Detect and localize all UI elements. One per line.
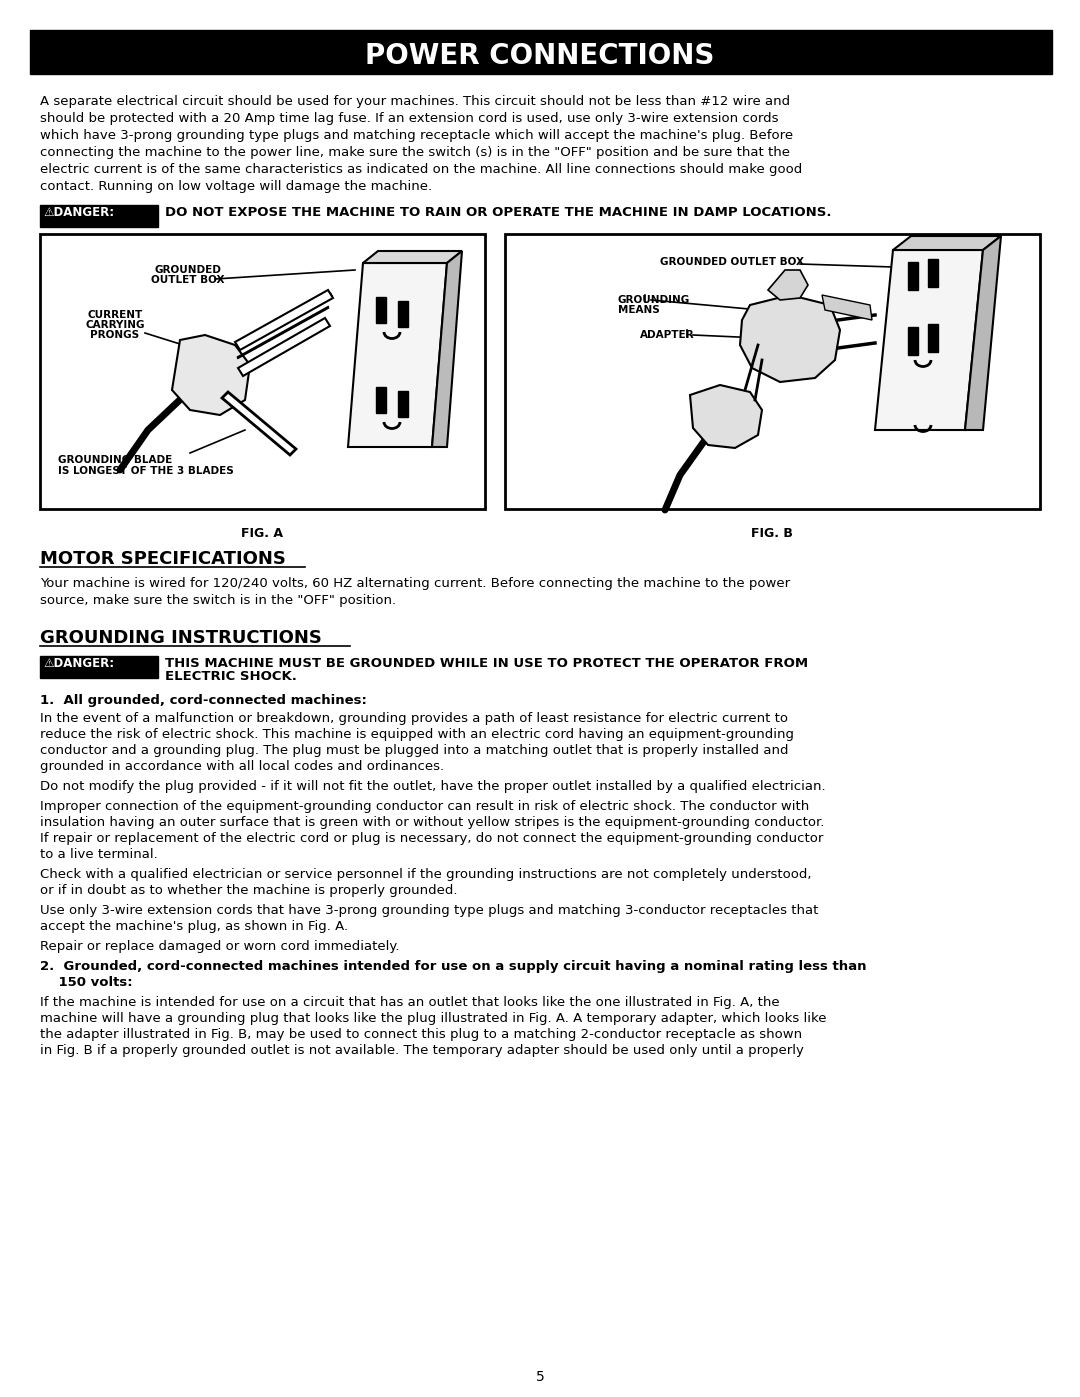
Text: OUTLET BOX: OUTLET BOX <box>151 275 225 285</box>
Text: insulation having an outer surface that is green with or without yellow stripes : insulation having an outer surface that … <box>40 816 824 828</box>
Bar <box>399 300 408 327</box>
Polygon shape <box>966 236 1001 430</box>
Bar <box>40 657 158 678</box>
Polygon shape <box>768 270 808 300</box>
Text: GROUNDING BLADE: GROUNDING BLADE <box>58 455 172 465</box>
Bar <box>908 327 918 355</box>
Bar <box>928 258 939 286</box>
Text: GROUNDED OUTLET BOX: GROUNDED OUTLET BOX <box>660 257 804 267</box>
Text: Check with a qualified electrician or service personnel if the grounding instruc: Check with a qualified electrician or se… <box>40 868 811 882</box>
Text: If the machine is intended for use on a circuit that has an outlet that looks li: If the machine is intended for use on a … <box>40 996 780 1009</box>
Text: 2.  Grounded, cord-connected machines intended for use on a supply circuit havin: 2. Grounded, cord-connected machines int… <box>40 960 866 972</box>
Polygon shape <box>875 250 983 430</box>
Text: THIS MACHINE MUST BE GROUNDED WHILE IN USE TO PROTECT THE OPERATOR FROM: THIS MACHINE MUST BE GROUNDED WHILE IN U… <box>165 657 808 671</box>
Polygon shape <box>348 263 447 447</box>
Text: PRONGS: PRONGS <box>91 330 139 339</box>
Text: 1.  All grounded, cord-connected machines:: 1. All grounded, cord-connected machines… <box>40 694 367 707</box>
Text: which have 3-prong grounding type plugs and matching receptacle which will accep: which have 3-prong grounding type plugs … <box>40 129 793 142</box>
Bar <box>399 391 408 416</box>
Text: grounded in accordance with all local codes and ordinances.: grounded in accordance with all local co… <box>40 760 444 773</box>
Text: DO NOT EXPOSE THE MACHINE TO RAIN OR OPERATE THE MACHINE IN DAMP LOCATIONS.: DO NOT EXPOSE THE MACHINE TO RAIN OR OPE… <box>165 205 832 219</box>
Polygon shape <box>363 251 462 263</box>
Polygon shape <box>238 319 330 376</box>
Bar <box>376 387 386 414</box>
Polygon shape <box>222 393 296 455</box>
Text: should be protected with a 20 Amp time lag fuse. If an extension cord is used, u: should be protected with a 20 Amp time l… <box>40 112 779 124</box>
Text: Do not modify the plug provided - if it will not fit the outlet, have the proper: Do not modify the plug provided - if it … <box>40 780 825 793</box>
Bar <box>928 324 939 352</box>
Text: Your machine is wired for 120/240 volts, 60 HZ alternating current. Before conne: Your machine is wired for 120/240 volts,… <box>40 577 791 590</box>
Text: ADAPTER: ADAPTER <box>640 330 694 339</box>
Text: 150 volts:: 150 volts: <box>40 977 133 989</box>
Polygon shape <box>740 295 840 381</box>
Bar <box>30 29 1052 74</box>
Text: GROUNDING: GROUNDING <box>618 295 690 305</box>
Text: the adapter illustrated in Fig. B, may be used to connect this plug to a matchin: the adapter illustrated in Fig. B, may b… <box>40 1028 802 1041</box>
Text: ⚠DANGER:: ⚠DANGER: <box>43 657 114 671</box>
Text: In the event of a malfunction or breakdown, grounding provides a path of least r: In the event of a malfunction or breakdo… <box>40 712 788 725</box>
Polygon shape <box>893 236 1001 250</box>
Text: in Fig. B if a properly grounded outlet is not available. The temporary adapter : in Fig. B if a properly grounded outlet … <box>40 1044 804 1058</box>
Text: A separate electrical circuit should be used for your machines. This circuit sho: A separate electrical circuit should be … <box>40 95 791 108</box>
Text: source, make sure the switch is in the "OFF" position.: source, make sure the switch is in the "… <box>40 594 396 608</box>
Text: FIG. A: FIG. A <box>241 527 283 541</box>
Text: connecting the machine to the power line, make sure the switch (s) is in the "OF: connecting the machine to the power line… <box>40 147 789 159</box>
Text: GROUNDED: GROUNDED <box>154 265 221 275</box>
Text: Repair or replace damaged or worn cord immediately.: Repair or replace damaged or worn cord i… <box>40 940 400 953</box>
Text: ELECTRIC SHOCK.: ELECTRIC SHOCK. <box>165 671 297 683</box>
Text: ⚠DANGER:: ⚠DANGER: <box>43 205 114 219</box>
Text: machine will have a grounding plug that looks like the plug illustrated in Fig. : machine will have a grounding plug that … <box>40 1011 826 1025</box>
Polygon shape <box>822 295 872 320</box>
Text: or if in doubt as to whether the machine is properly grounded.: or if in doubt as to whether the machine… <box>40 884 458 897</box>
Text: If repair or replacement of the electric cord or plug is necessary, do not conne: If repair or replacement of the electric… <box>40 833 823 845</box>
Text: IS LONGEST OF THE 3 BLADES: IS LONGEST OF THE 3 BLADES <box>58 467 233 476</box>
Text: electric current is of the same characteristics as indicated on the machine. All: electric current is of the same characte… <box>40 163 802 176</box>
Text: reduce the risk of electric shock. This machine is equipped with an electric cor: reduce the risk of electric shock. This … <box>40 728 794 740</box>
Polygon shape <box>172 335 249 415</box>
Text: FIG. B: FIG. B <box>751 527 793 541</box>
Text: contact. Running on low voltage will damage the machine.: contact. Running on low voltage will dam… <box>40 180 432 193</box>
Text: MEANS: MEANS <box>618 305 660 314</box>
Text: accept the machine's plug, as shown in Fig. A.: accept the machine's plug, as shown in F… <box>40 921 348 933</box>
Bar <box>40 235 485 509</box>
Text: CARRYING: CARRYING <box>85 320 145 330</box>
Text: POWER CONNECTIONS: POWER CONNECTIONS <box>365 42 715 70</box>
Text: Improper connection of the equipment-grounding conductor can result in risk of e: Improper connection of the equipment-gro… <box>40 800 809 813</box>
Text: to a live terminal.: to a live terminal. <box>40 848 158 861</box>
Bar <box>908 263 918 291</box>
Text: CURRENT: CURRENT <box>87 310 143 320</box>
Text: GROUNDING INSTRUCTIONS: GROUNDING INSTRUCTIONS <box>40 629 322 647</box>
Bar <box>505 235 1040 509</box>
Text: MOTOR SPECIFICATIONS: MOTOR SPECIFICATIONS <box>40 550 286 569</box>
Text: 5: 5 <box>536 1370 544 1384</box>
Polygon shape <box>235 291 333 351</box>
Polygon shape <box>690 386 762 448</box>
Polygon shape <box>432 251 462 447</box>
Bar <box>376 298 386 323</box>
Text: conductor and a grounding plug. The plug must be plugged into a matching outlet : conductor and a grounding plug. The plug… <box>40 745 788 757</box>
Bar <box>40 205 158 226</box>
Text: Use only 3-wire extension cords that have 3-prong grounding type plugs and match: Use only 3-wire extension cords that hav… <box>40 904 819 916</box>
